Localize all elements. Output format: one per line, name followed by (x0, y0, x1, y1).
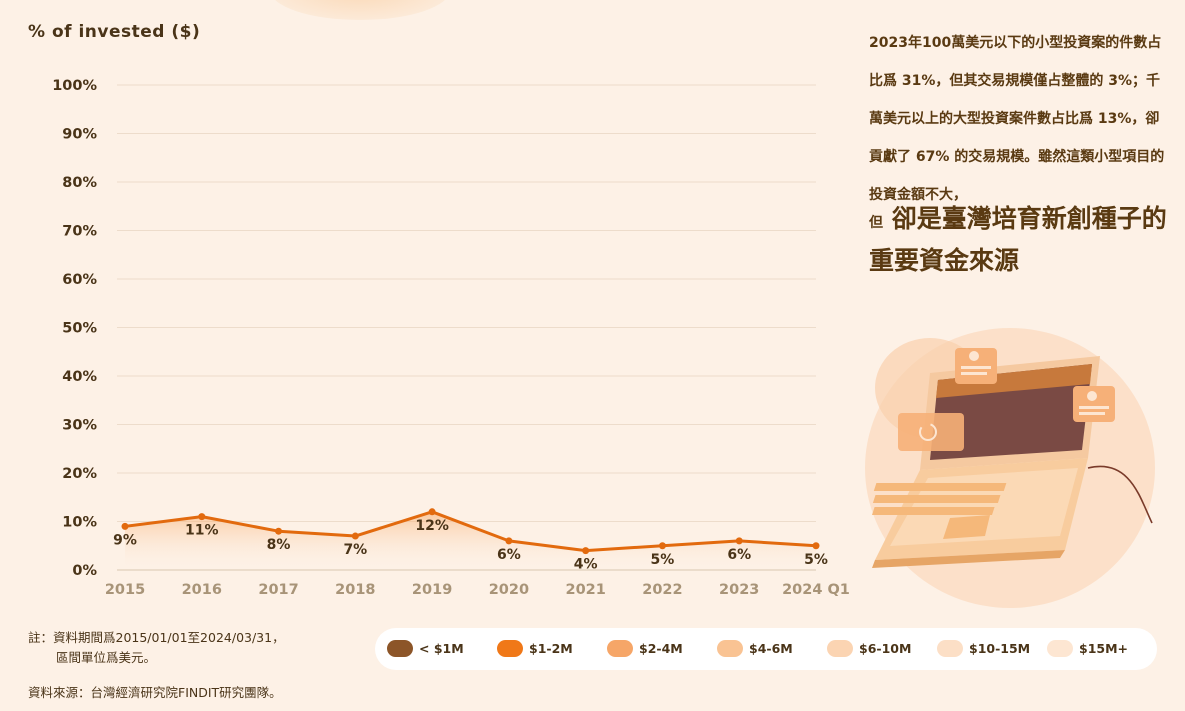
x-tick-label: 2023 (719, 582, 759, 598)
x-tick-label: 2016 (182, 582, 222, 598)
y-tick-label: 60% (62, 272, 97, 288)
data-point (428, 508, 436, 516)
y-tick-label: 100% (52, 78, 97, 94)
data-label: 7% (343, 542, 367, 558)
legend-swatch (1047, 640, 1073, 657)
legend-swatch (387, 640, 413, 657)
highlight-text: 卻是臺灣培育新創種子的重要資金來源 (869, 204, 1167, 275)
legend-swatch (937, 640, 963, 657)
highlight-prefix: 但 (869, 215, 883, 231)
description-text: 2023年100萬美元以下的小型投資案的件數占比爲 31%，但其交易規模僅占整體… (869, 35, 1165, 203)
legend: < $1M $1-2M $2-4M $4-6M $6-10M $10-15M $15M+ (375, 628, 1157, 670)
legend-label: $1-2M (529, 641, 573, 656)
legend-label: $6-10M (859, 641, 912, 656)
data-label: 4% (574, 557, 598, 573)
legend-item: $4-6M (717, 640, 793, 657)
legend-item: $2-4M (607, 640, 683, 657)
legend-swatch (827, 640, 853, 657)
legend-swatch (497, 640, 523, 657)
data-labels: 9% 11% 8% 7% 12% 6% 4% 5% 6% 5% (113, 518, 828, 573)
data-label: 6% (727, 547, 751, 563)
y-tick-label: 50% (62, 321, 97, 337)
x-tick-labels: 2015 2016 2017 2018 2019 2020 2021 2022 2023 2024… (105, 582, 850, 598)
y-tick-label: 30% (62, 418, 97, 434)
legend-item: $10-15M (937, 640, 1030, 657)
legend-label: $4-6M (749, 641, 793, 656)
legend-label: $15M+ (1079, 641, 1129, 656)
legend-label: $10-15M (969, 641, 1031, 656)
grid-lines (117, 84, 816, 571)
note-line1: 註：資料期間爲2015/01/01至2024/03/31， (28, 630, 285, 645)
x-tick-label: 2017 (258, 582, 298, 598)
data-label: 5% (651, 552, 675, 568)
note: 註：資料期間爲2015/01/01至2024/03/31， 區間單位爲美元。 (28, 628, 285, 668)
laptop-illustration (865, 328, 1155, 608)
x-tick-label: 2024 Q1 (782, 582, 850, 598)
area-fill (125, 511, 816, 570)
legend-label: < $1M (419, 641, 464, 656)
legend-swatch (717, 640, 743, 657)
data-point (582, 547, 590, 555)
data-point (735, 537, 743, 545)
data-label: 8% (267, 537, 291, 553)
data-point (121, 522, 129, 530)
y-tick-label: 40% (62, 369, 97, 385)
legend-item: $15M+ (1047, 640, 1128, 657)
x-tick-label: 2022 (642, 582, 682, 598)
data-point (275, 527, 283, 535)
x-tick-label: 2019 (412, 582, 452, 598)
legend-label: $2-4M (639, 641, 683, 656)
x-tick-label: 2021 (565, 582, 605, 598)
data-point (505, 537, 513, 545)
highlight-statement: 但 卻是臺灣培育新創種子的重要資金來源 (869, 200, 1169, 280)
source-text: 資料來源：台灣經濟研究院FINDIT研究團隊。 (28, 685, 282, 700)
description-paragraph: 2023年100萬美元以下的小型投資案的件數占比爲 31%，但其交易規模僅占整體… (869, 24, 1169, 214)
legend-swatch (607, 640, 633, 657)
x-tick-label: 2015 (105, 582, 145, 598)
series-line (124, 510, 817, 553)
data-point (351, 532, 359, 540)
y-axis-title: % of invested ($) (28, 22, 201, 42)
x-tick-label: 2018 (335, 582, 375, 598)
data-label: 6% (497, 547, 521, 563)
y-tick-label: 20% (62, 466, 97, 482)
y-tick-labels: 0% 10% 20% 30% 40% 50% 60% 70% 80% 90% 100% (52, 78, 97, 579)
data-points (121, 508, 820, 555)
y-tick-label: 10% (62, 515, 97, 531)
data-point (658, 542, 666, 550)
legend-item: $1-2M (497, 640, 573, 657)
data-label: 5% (804, 552, 828, 568)
y-tick-label: 0% (72, 563, 97, 579)
legend-item: < $1M (387, 640, 464, 657)
legend-item: $6-10M (827, 640, 911, 657)
x-tick-label: 2020 (489, 582, 529, 598)
data-label: 9% (113, 532, 137, 548)
note-line2: 區間單位爲美元。 (56, 650, 157, 665)
y-tick-label: 90% (62, 127, 97, 143)
top-glow-decoration (270, 0, 450, 20)
data-label: 11% (185, 523, 219, 539)
y-tick-label: 70% (62, 224, 97, 240)
data-point (812, 542, 820, 550)
data-label: 12% (415, 518, 449, 534)
y-tick-label: 80% (62, 175, 97, 191)
line-chart: 0%10%20%30%40%50%60%70%80%90%100% 2015 20… (52, 78, 850, 598)
data-point (198, 513, 206, 521)
